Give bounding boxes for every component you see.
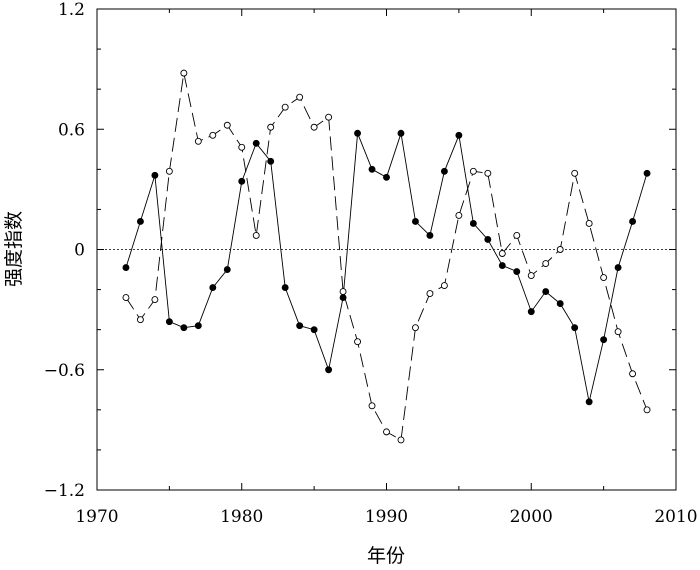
series-1-point [585, 398, 593, 406]
series-2-point [426, 290, 434, 298]
series-1-point [643, 169, 651, 177]
series-1-point [252, 139, 260, 147]
series-2-point [469, 167, 477, 175]
series-2-point [194, 137, 202, 145]
x-tick-label: 1970 [75, 507, 118, 527]
series-1-point [165, 318, 173, 326]
series-2-point [556, 246, 564, 253]
y-tick-label: 0 [74, 241, 85, 261]
series-2-point [325, 113, 333, 121]
x-tick-label: 1990 [365, 507, 408, 527]
series-2-point [267, 123, 275, 131]
series-1-point [194, 322, 202, 330]
series-1-point [151, 171, 159, 179]
x-tick-label: 2000 [510, 507, 553, 527]
series-1-point [238, 177, 246, 185]
series-1-point [571, 324, 579, 332]
series-1-point [455, 131, 463, 139]
series-2-point [383, 428, 390, 436]
series-2-point [484, 169, 492, 177]
series-1-point [267, 157, 275, 165]
series-1-point [614, 264, 622, 271]
series-1-point [469, 219, 477, 227]
series-2-point [209, 131, 217, 139]
series-1-point [527, 308, 535, 316]
series-1-point [209, 284, 217, 292]
series-1-point [412, 217, 419, 225]
series-2-point [310, 123, 318, 131]
series-1-point [513, 268, 521, 275]
series-2-point [513, 232, 521, 239]
series-2-point [571, 169, 579, 177]
y-tick-label: −0.6 [44, 361, 85, 381]
series-2-point [440, 282, 448, 290]
series-1-point [325, 366, 333, 374]
series-1-point [397, 129, 405, 137]
series-1-point [556, 300, 564, 308]
series-2-point [122, 294, 130, 302]
series-1-point [136, 217, 144, 225]
series-1-point [383, 173, 390, 181]
series-2-point [585, 219, 593, 227]
series-1-point [629, 217, 637, 225]
series-1-point [440, 167, 448, 175]
series-1-point [368, 165, 376, 173]
series-2-point [281, 103, 289, 111]
series-2-point [165, 167, 173, 175]
series-1-point [600, 336, 608, 344]
series-2-point [527, 272, 535, 280]
series-1-line [125, 133, 648, 402]
series-1-point [310, 326, 318, 334]
x-tick-label: 1980 [220, 507, 263, 527]
series-2-point [455, 211, 463, 219]
series-2-point [354, 338, 361, 346]
series-2-point [412, 324, 419, 332]
series-1-point [354, 129, 361, 137]
series-2-point [151, 296, 159, 304]
series-2-line [125, 73, 648, 441]
series-1-point [180, 324, 188, 332]
series-1-point [223, 266, 231, 273]
series-2-point [238, 143, 246, 151]
y-tick-label: −1.2 [44, 481, 85, 501]
series-1-point [542, 288, 550, 296]
series-2-point [498, 250, 506, 257]
series-2-point [136, 316, 144, 324]
series-2-point [397, 436, 405, 444]
series-1-point [122, 264, 130, 271]
series-2-point [223, 121, 231, 129]
series-2-point [180, 69, 188, 77]
series-2-point [614, 328, 622, 336]
y-axis-title: 强度指数 [3, 211, 25, 287]
series-2-point [542, 260, 550, 267]
series-2-point [600, 274, 608, 282]
series-1-point [498, 262, 506, 269]
series-2-point [339, 288, 347, 296]
series-2-point [629, 370, 637, 378]
series-1-point [426, 232, 434, 239]
series-2-point [296, 93, 304, 101]
y-tick-label: 1.2 [58, 0, 85, 20]
x-axis-title: 年份 [367, 545, 405, 567]
series-1-point [484, 236, 492, 243]
series-1-point [296, 322, 304, 330]
series-1-point [281, 284, 289, 292]
x-tick-label: 2010 [654, 507, 697, 527]
series-1-point [339, 294, 347, 302]
series-2-point [368, 402, 376, 410]
series-2-point [252, 232, 260, 239]
y-tick-label: 0.6 [58, 120, 85, 140]
series-2-point [643, 406, 651, 414]
